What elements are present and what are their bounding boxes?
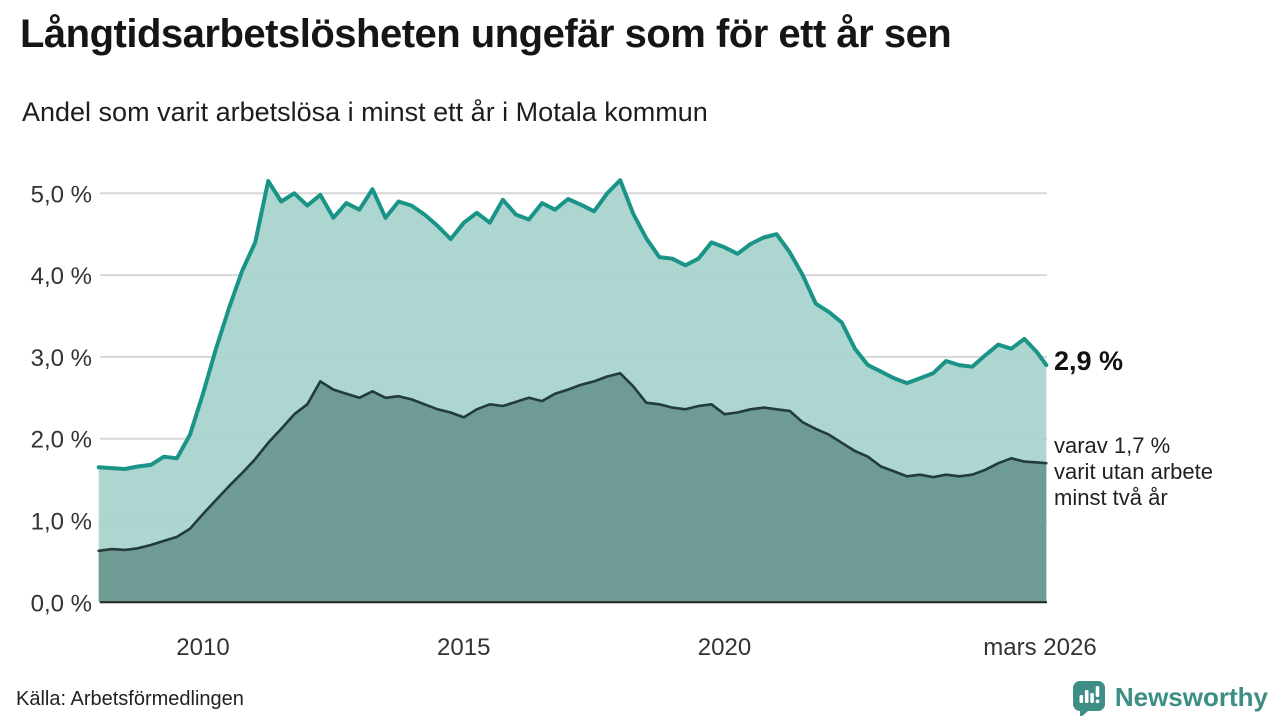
x-tick-label: 2015	[437, 634, 490, 661]
y-tick-label: 4,0 %	[31, 263, 92, 290]
source-caption: Källa: Arbetsförmedlingen	[16, 688, 244, 710]
area-series-1	[98, 373, 1047, 603]
end-note-line1: varav 1,7 %	[1054, 433, 1171, 458]
end-note: varav 1,7 % varit utan arbete minst två …	[1054, 433, 1213, 511]
chart-subtitle: Andel som varit arbetslösa i minst ett å…	[22, 97, 708, 127]
x-tick-label: 2020	[698, 634, 751, 661]
end-note-line3: minst två år	[1054, 485, 1168, 510]
line-series-1	[97, 372, 1048, 553]
y-tick-label: 0,0 %	[31, 590, 92, 617]
page-title: Långtidsarbetslösheten ungefär som för e…	[20, 12, 952, 56]
y-tick-label: 5,0 %	[31, 181, 92, 208]
y-tick-label: 2,0 %	[31, 427, 92, 454]
end-value-label: 2,9 %	[1054, 346, 1124, 376]
brand-footer: Newsworthy	[1071, 679, 1268, 716]
newsworthy-logo-icon	[1071, 679, 1107, 716]
brand-name: Newsworthy	[1114, 682, 1268, 712]
x-tick-label: 2010	[176, 634, 229, 661]
y-tick-label: 1,0 %	[31, 509, 92, 536]
y-tick-label: 3,0 %	[31, 345, 92, 372]
end-note-line2: varit utan arbete	[1054, 459, 1213, 484]
x-tick-label: mars 2026	[983, 634, 1096, 661]
line-series-0	[96, 178, 1049, 471]
